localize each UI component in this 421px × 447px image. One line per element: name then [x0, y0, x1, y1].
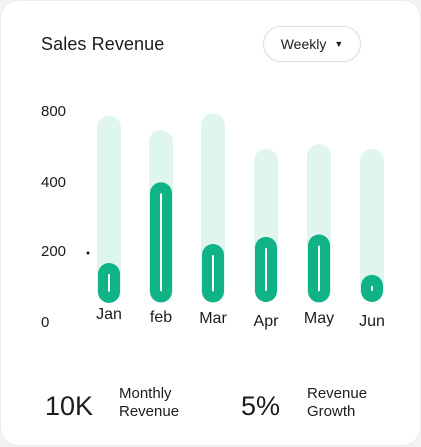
period-dropdown[interactable]: Weekly ▼ [263, 26, 361, 62]
y-tick-label: 200 [41, 243, 66, 260]
y-tick-label: 0 [41, 314, 49, 331]
monthly-revenue-label-line2: Revenue [119, 403, 180, 420]
x-tick-label-may: May [304, 310, 334, 327]
y-tick-label: 400 [41, 174, 66, 191]
stats-row: 10K Monthly Revenue 5% Revenue Growth [1, 379, 421, 439]
monthly-revenue-label: Monthly Revenue [119, 385, 179, 421]
revenue-growth-label: Revenue Growth [307, 385, 367, 421]
period-dropdown-value: Weekly [280, 36, 327, 52]
revenue-growth-label-line1: Revenue [307, 385, 368, 402]
bar-track-jun [360, 149, 384, 302]
y-tick-label: 800 [41, 103, 66, 120]
x-tick-label-mar: Mar [199, 310, 227, 327]
revenue-growth-value: 5% [241, 391, 281, 421]
revenue-growth-label-line2: Growth [307, 403, 356, 420]
card-title: Sales Revenue [41, 34, 165, 54]
x-tick-label-jun: Jun [359, 313, 385, 330]
x-tick-label-apr: Apr [254, 313, 280, 330]
bar-track-jan [97, 115, 121, 303]
monthly-revenue-value: 10K [45, 391, 94, 421]
chevron-down-icon: ▼ [334, 39, 344, 49]
monthly-revenue-label-line1: Monthly [119, 385, 172, 402]
tick-dot [86, 251, 90, 255]
x-tick-label-feb: feb [150, 309, 172, 326]
x-tick-label-jan: Jan [96, 306, 122, 323]
